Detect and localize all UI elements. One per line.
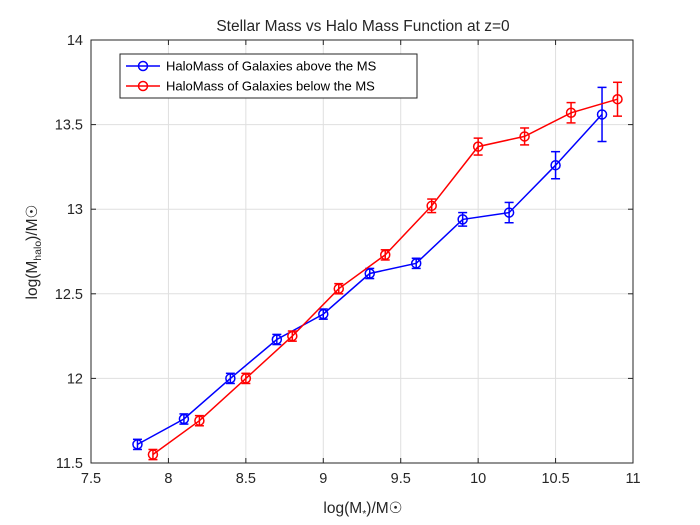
data-point	[612, 93, 623, 105]
y-axis-label: log(Mhalo)/M☉	[24, 204, 44, 299]
x-tick-label: 10	[470, 471, 486, 487]
y-tick-label: 12	[67, 371, 83, 387]
x-tick-label: 7.5	[81, 471, 101, 487]
data-point	[472, 141, 484, 152]
x-axis-label-subscript: *	[362, 508, 366, 520]
data-point	[457, 214, 468, 225]
data-point	[550, 159, 561, 171]
x-tick-label: 9.5	[391, 471, 411, 487]
y-axis-label-subscript: halo	[32, 241, 44, 261]
data-point	[519, 131, 530, 142]
legend: HaloMass of Galaxies above the MS HaloMas…	[119, 53, 418, 99]
data-point	[426, 200, 437, 212]
data-point	[333, 283, 345, 294]
legend-label: HaloMass of Galaxies above the MS	[166, 59, 377, 74]
x-axis-label: log(M*)/M☉	[323, 500, 402, 520]
chart-title: Stellar Mass vs Halo Mass Function at z=…	[216, 18, 510, 35]
x-axis-label-main: log(M	[323, 500, 362, 517]
series-1	[132, 86, 608, 451]
data-point	[287, 330, 298, 342]
axes-background	[91, 40, 633, 463]
plot-area: 7.5 8 8.5 9 9.5 10 10.5 11 11.5 12 12.5 13 13.5 14 Ha…	[55, 33, 641, 487]
legend-swatch-marker	[137, 80, 149, 92]
data-point	[271, 334, 283, 345]
legend-box	[119, 53, 418, 99]
data-point	[565, 107, 577, 119]
data-point	[364, 268, 375, 279]
data-point	[147, 449, 159, 460]
y-axis-label-unit: )/M☉	[24, 204, 41, 240]
legend-label: HaloMass of Galaxies below the MS	[166, 79, 375, 94]
x-tick-label: 10.5	[541, 471, 569, 487]
data-point	[318, 308, 329, 320]
y-tick-label: 13.5	[55, 118, 83, 134]
y-tick-label: 11.5	[56, 456, 83, 472]
data-point	[132, 439, 143, 450]
series-2	[147, 81, 623, 461]
data-point	[379, 249, 391, 261]
y-tick-label: 12.5	[55, 287, 83, 303]
data-point	[240, 373, 252, 384]
series-layer	[132, 81, 623, 461]
data-point	[596, 109, 608, 120]
data-point	[194, 415, 205, 426]
legend-swatch-marker	[137, 60, 149, 72]
axis-ticks: 7.5 8 8.5 9 9.5 10 10.5 11 11.5 12 12.5 13 13.5 14	[55, 33, 641, 487]
y-axis-label-main: log(M	[24, 261, 41, 300]
legend-entry: HaloMass of Galaxies below the MS	[126, 79, 375, 94]
data-point	[178, 413, 190, 425]
y-tick-label: 13	[67, 202, 83, 218]
data-point	[225, 373, 236, 384]
x-tick-label: 8	[164, 471, 172, 487]
y-tick-label: 14	[67, 33, 83, 49]
data-point	[410, 258, 422, 269]
axes-box	[90, 39, 634, 464]
x-tick-label: 9	[319, 471, 327, 487]
x-tick-label: 8.5	[236, 471, 256, 487]
legend-entry: HaloMass of Galaxies above the MS	[126, 59, 377, 74]
data-point	[503, 207, 515, 218]
x-tick-label: 11	[625, 471, 640, 487]
x-axis-label-unit: )/M☉	[366, 500, 402, 517]
